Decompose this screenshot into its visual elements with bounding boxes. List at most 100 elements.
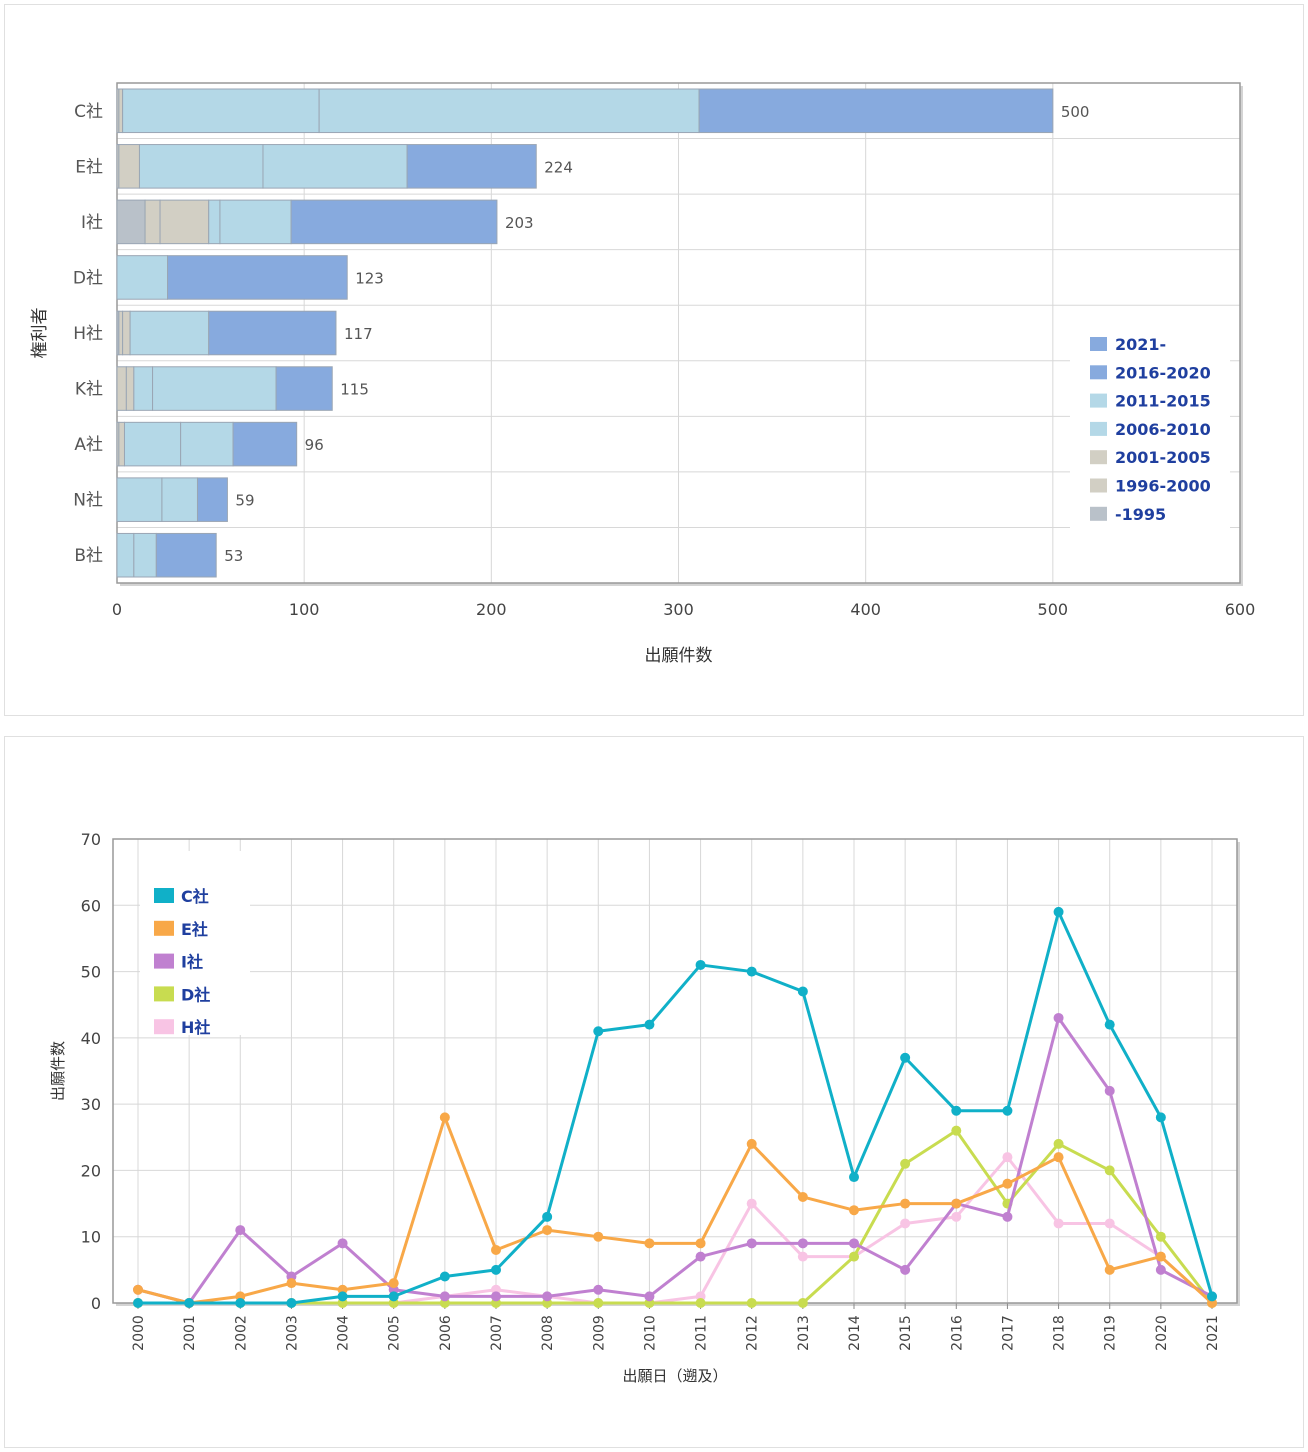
- x-tick-label: 300: [663, 600, 694, 619]
- data-point: [1155, 1264, 1166, 1275]
- bar-segment: [118, 310, 124, 356]
- total-value-label: 96: [305, 436, 324, 454]
- bar-segment: [275, 366, 333, 411]
- y-tick-label: 20: [81, 1161, 101, 1180]
- data-point: [1002, 1178, 1013, 1189]
- x-tick-label: 2015: [898, 1315, 914, 1351]
- legend-label: I社: [181, 953, 203, 972]
- legend-label: E社: [181, 920, 208, 939]
- data-point: [184, 1298, 195, 1308]
- data-point: [746, 1138, 757, 1149]
- data-point: [439, 1291, 450, 1302]
- bar-segment: [152, 366, 277, 411]
- data-point: [439, 1112, 450, 1123]
- legend-box: [140, 851, 250, 1035]
- data-point: [900, 1052, 911, 1063]
- data-point: [542, 1225, 553, 1236]
- total-value-label: 224: [544, 158, 573, 176]
- legend-label: 2001-2005: [1115, 448, 1211, 467]
- stacked-bar-chart: 0 100 200 300 400 500 600 C社 500 E社 224 I社 203 D社 123 H…: [30, 82, 1255, 666]
- legend-swatch: [154, 1019, 174, 1035]
- data-point: [1053, 1138, 1064, 1149]
- x-tick-label: 400: [850, 600, 881, 619]
- data-point: [849, 1251, 859, 1262]
- total-value-label: 117: [344, 325, 373, 343]
- data-point: [746, 1298, 757, 1308]
- category-label: E社: [75, 157, 103, 177]
- data-point: [593, 1284, 604, 1295]
- data-point: [542, 1291, 553, 1302]
- legend-label: D社: [181, 985, 210, 1004]
- y-axis-title: 出願件数: [49, 1041, 67, 1101]
- bar-segment: [406, 144, 537, 189]
- bar-segment: [262, 144, 408, 189]
- data-point: [849, 1172, 859, 1183]
- series-line: [138, 1129, 1214, 1305]
- data-point: [1053, 1152, 1064, 1163]
- bar-segment: [125, 366, 135, 411]
- bar-segment: [122, 88, 320, 134]
- bar-segment: [118, 421, 125, 467]
- legend-swatch: [154, 986, 174, 1002]
- x-tick-label: 2014: [847, 1315, 863, 1351]
- x-tick-label: 2012: [745, 1315, 761, 1351]
- x-tick-label: 2013: [796, 1315, 812, 1351]
- category-label: C社: [74, 102, 103, 122]
- x-axis-title: 出願日（遡及）: [622, 1367, 727, 1385]
- bar-segment: [129, 310, 210, 356]
- x-tick-label: 2004: [336, 1315, 352, 1351]
- y-tick-label: 60: [81, 896, 101, 915]
- legend-swatch: [1090, 478, 1107, 493]
- x-tick-label: 2019: [1103, 1315, 1119, 1351]
- legend-swatch: [1090, 393, 1107, 408]
- bar-segment: [118, 144, 140, 189]
- bar-segment: [208, 310, 337, 356]
- data-point: [491, 1291, 501, 1302]
- legend-label: 2016-2020: [1115, 363, 1211, 382]
- bar-segment: [318, 88, 700, 134]
- data-point: [1104, 1165, 1115, 1176]
- data-point: [1002, 1105, 1013, 1116]
- legend-swatch: [1090, 421, 1107, 436]
- data-point: [491, 1264, 501, 1275]
- x-tick-label: 2011: [694, 1315, 710, 1351]
- bar-segment: [116, 199, 146, 245]
- bar-segment: [144, 199, 161, 245]
- legend-swatch: [1090, 337, 1107, 351]
- x-tick-label: 2005: [387, 1315, 403, 1351]
- data-point: [900, 1264, 911, 1275]
- data-point: [797, 1251, 808, 1262]
- category-label: N社: [73, 491, 103, 511]
- y-tick-label: 10: [81, 1228, 101, 1247]
- legend-swatch: [154, 920, 174, 936]
- x-tick-label: 0: [112, 600, 122, 619]
- total-value-label: 115: [340, 381, 369, 399]
- data-point: [797, 1191, 808, 1202]
- category-label: B社: [74, 546, 103, 566]
- y-tick-label: 40: [81, 1029, 101, 1048]
- bar-segment: [290, 199, 498, 245]
- data-point: [1053, 1012, 1064, 1023]
- x-tick-label: 2020: [1154, 1315, 1170, 1351]
- data-point: [849, 1238, 859, 1249]
- line-chart-panel: 0 10 20 30 40 50 60 70 2000 2001 2002 2003 2004 2005 2…: [4, 736, 1304, 1448]
- legend-label: 1996-2000: [1115, 477, 1211, 496]
- bar-segment: [116, 477, 163, 522]
- data-point: [746, 1198, 757, 1209]
- bar-segment: [232, 421, 298, 467]
- y-tick-label: 0: [91, 1294, 101, 1313]
- data-point: [388, 1278, 399, 1289]
- total-value-label: 59: [235, 492, 254, 510]
- data-point: [1207, 1291, 1217, 1302]
- category-label: H社: [73, 324, 103, 344]
- plot-area: [113, 839, 1237, 1303]
- data-point: [644, 1238, 655, 1249]
- data-point: [1155, 1251, 1166, 1262]
- legend-label: 2006-2010: [1115, 420, 1211, 439]
- total-value-label: 53: [224, 547, 243, 565]
- bar-segment: [219, 199, 292, 245]
- x-tick-label: 2021: [1205, 1315, 1221, 1351]
- total-value-label: 500: [1061, 103, 1090, 121]
- data-point: [491, 1244, 501, 1255]
- x-tick-label: 2008: [540, 1315, 556, 1351]
